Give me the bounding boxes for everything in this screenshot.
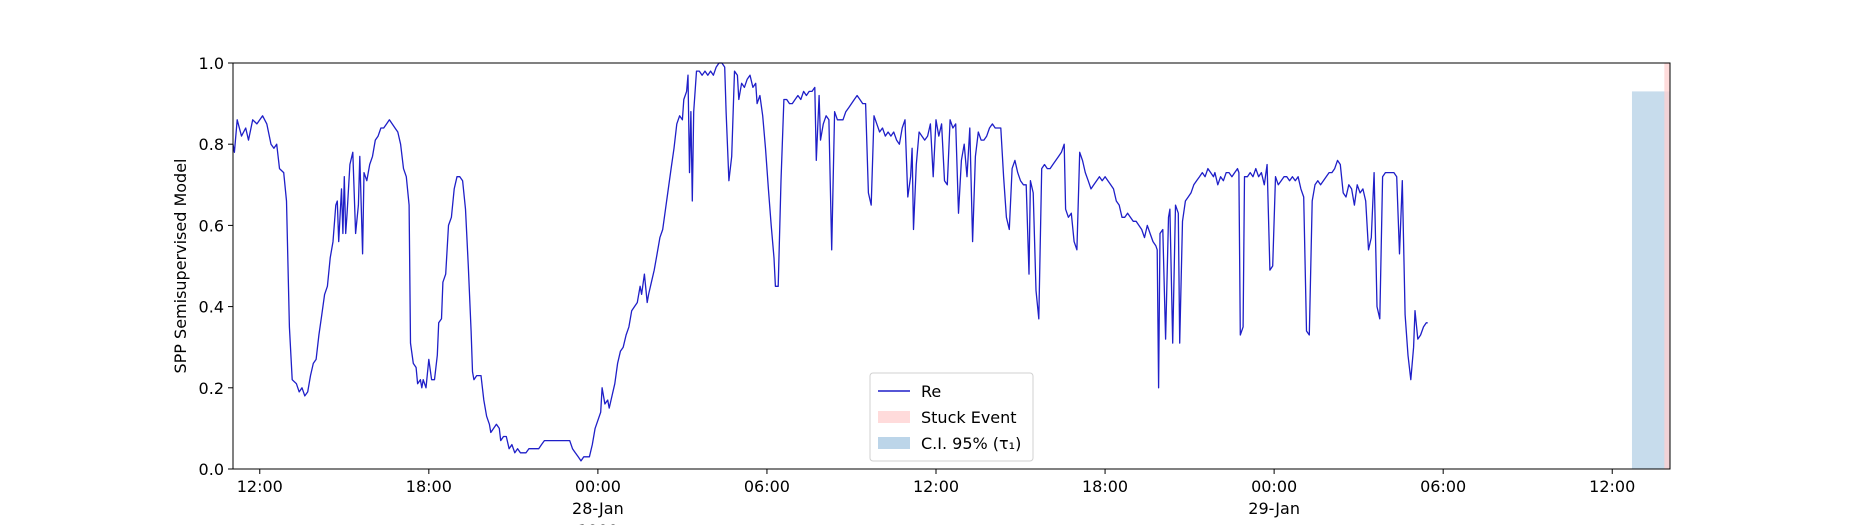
y-tick-label: 0.6 xyxy=(199,216,224,235)
x-tick-label: 00:00 xyxy=(1251,477,1297,496)
shaded-region-stuck-event xyxy=(1664,63,1670,469)
legend-entry-label: Stuck Event xyxy=(921,408,1017,427)
legend-entry-label: C.I. 95% (τ₁) xyxy=(921,434,1021,453)
y-tick-label: 1.0 xyxy=(199,54,224,73)
y-tick-label: 0.4 xyxy=(199,298,224,317)
x-tick-label: 12:00 xyxy=(913,477,959,496)
x-tick-label: 06:00 xyxy=(744,477,790,496)
x-tick-label: 28-Jan xyxy=(572,499,624,518)
shaded-regions xyxy=(1631,63,1670,470)
x-tick-label: 12:00 xyxy=(237,477,283,496)
y-axis: 0.0 0.2 0.4 0.6 0.8 1.0 xyxy=(199,54,233,479)
y-tick-label: 0.0 xyxy=(199,460,224,479)
y-tick-label: 0.2 xyxy=(199,379,224,398)
legend[interactable]: Re Stuck Event C.I. 95% (τ₁) xyxy=(869,372,1034,462)
legend-entry-label: Re xyxy=(921,382,941,401)
x-tick-label: 12:00 xyxy=(1589,477,1635,496)
series-layer xyxy=(232,62,1428,462)
shaded-region-ci-95 xyxy=(1631,91,1670,470)
series-line-re xyxy=(232,62,1428,462)
y-axis-label: SPP Semisupervised Model xyxy=(171,159,190,374)
x-tick-label: 00:00 xyxy=(575,477,621,496)
x-tick-label: 29-Jan xyxy=(1248,499,1300,518)
y-tick-label: 0.8 xyxy=(199,135,224,154)
x-axis: 12:00 18:00 00:00 28-Jan 1900 06:00 12:00 18:00… xyxy=(237,469,1635,525)
legend-swatch-patch xyxy=(878,437,910,449)
x-tick-label: 06:00 xyxy=(1420,477,1466,496)
x-tick-label: 1900 xyxy=(578,521,619,525)
x-tick-label: 18:00 xyxy=(1082,477,1128,496)
legend-box xyxy=(869,372,1034,462)
x-tick-label: 18:00 xyxy=(406,477,452,496)
plot-frame xyxy=(232,62,1671,470)
legend-swatch-patch xyxy=(878,411,910,423)
